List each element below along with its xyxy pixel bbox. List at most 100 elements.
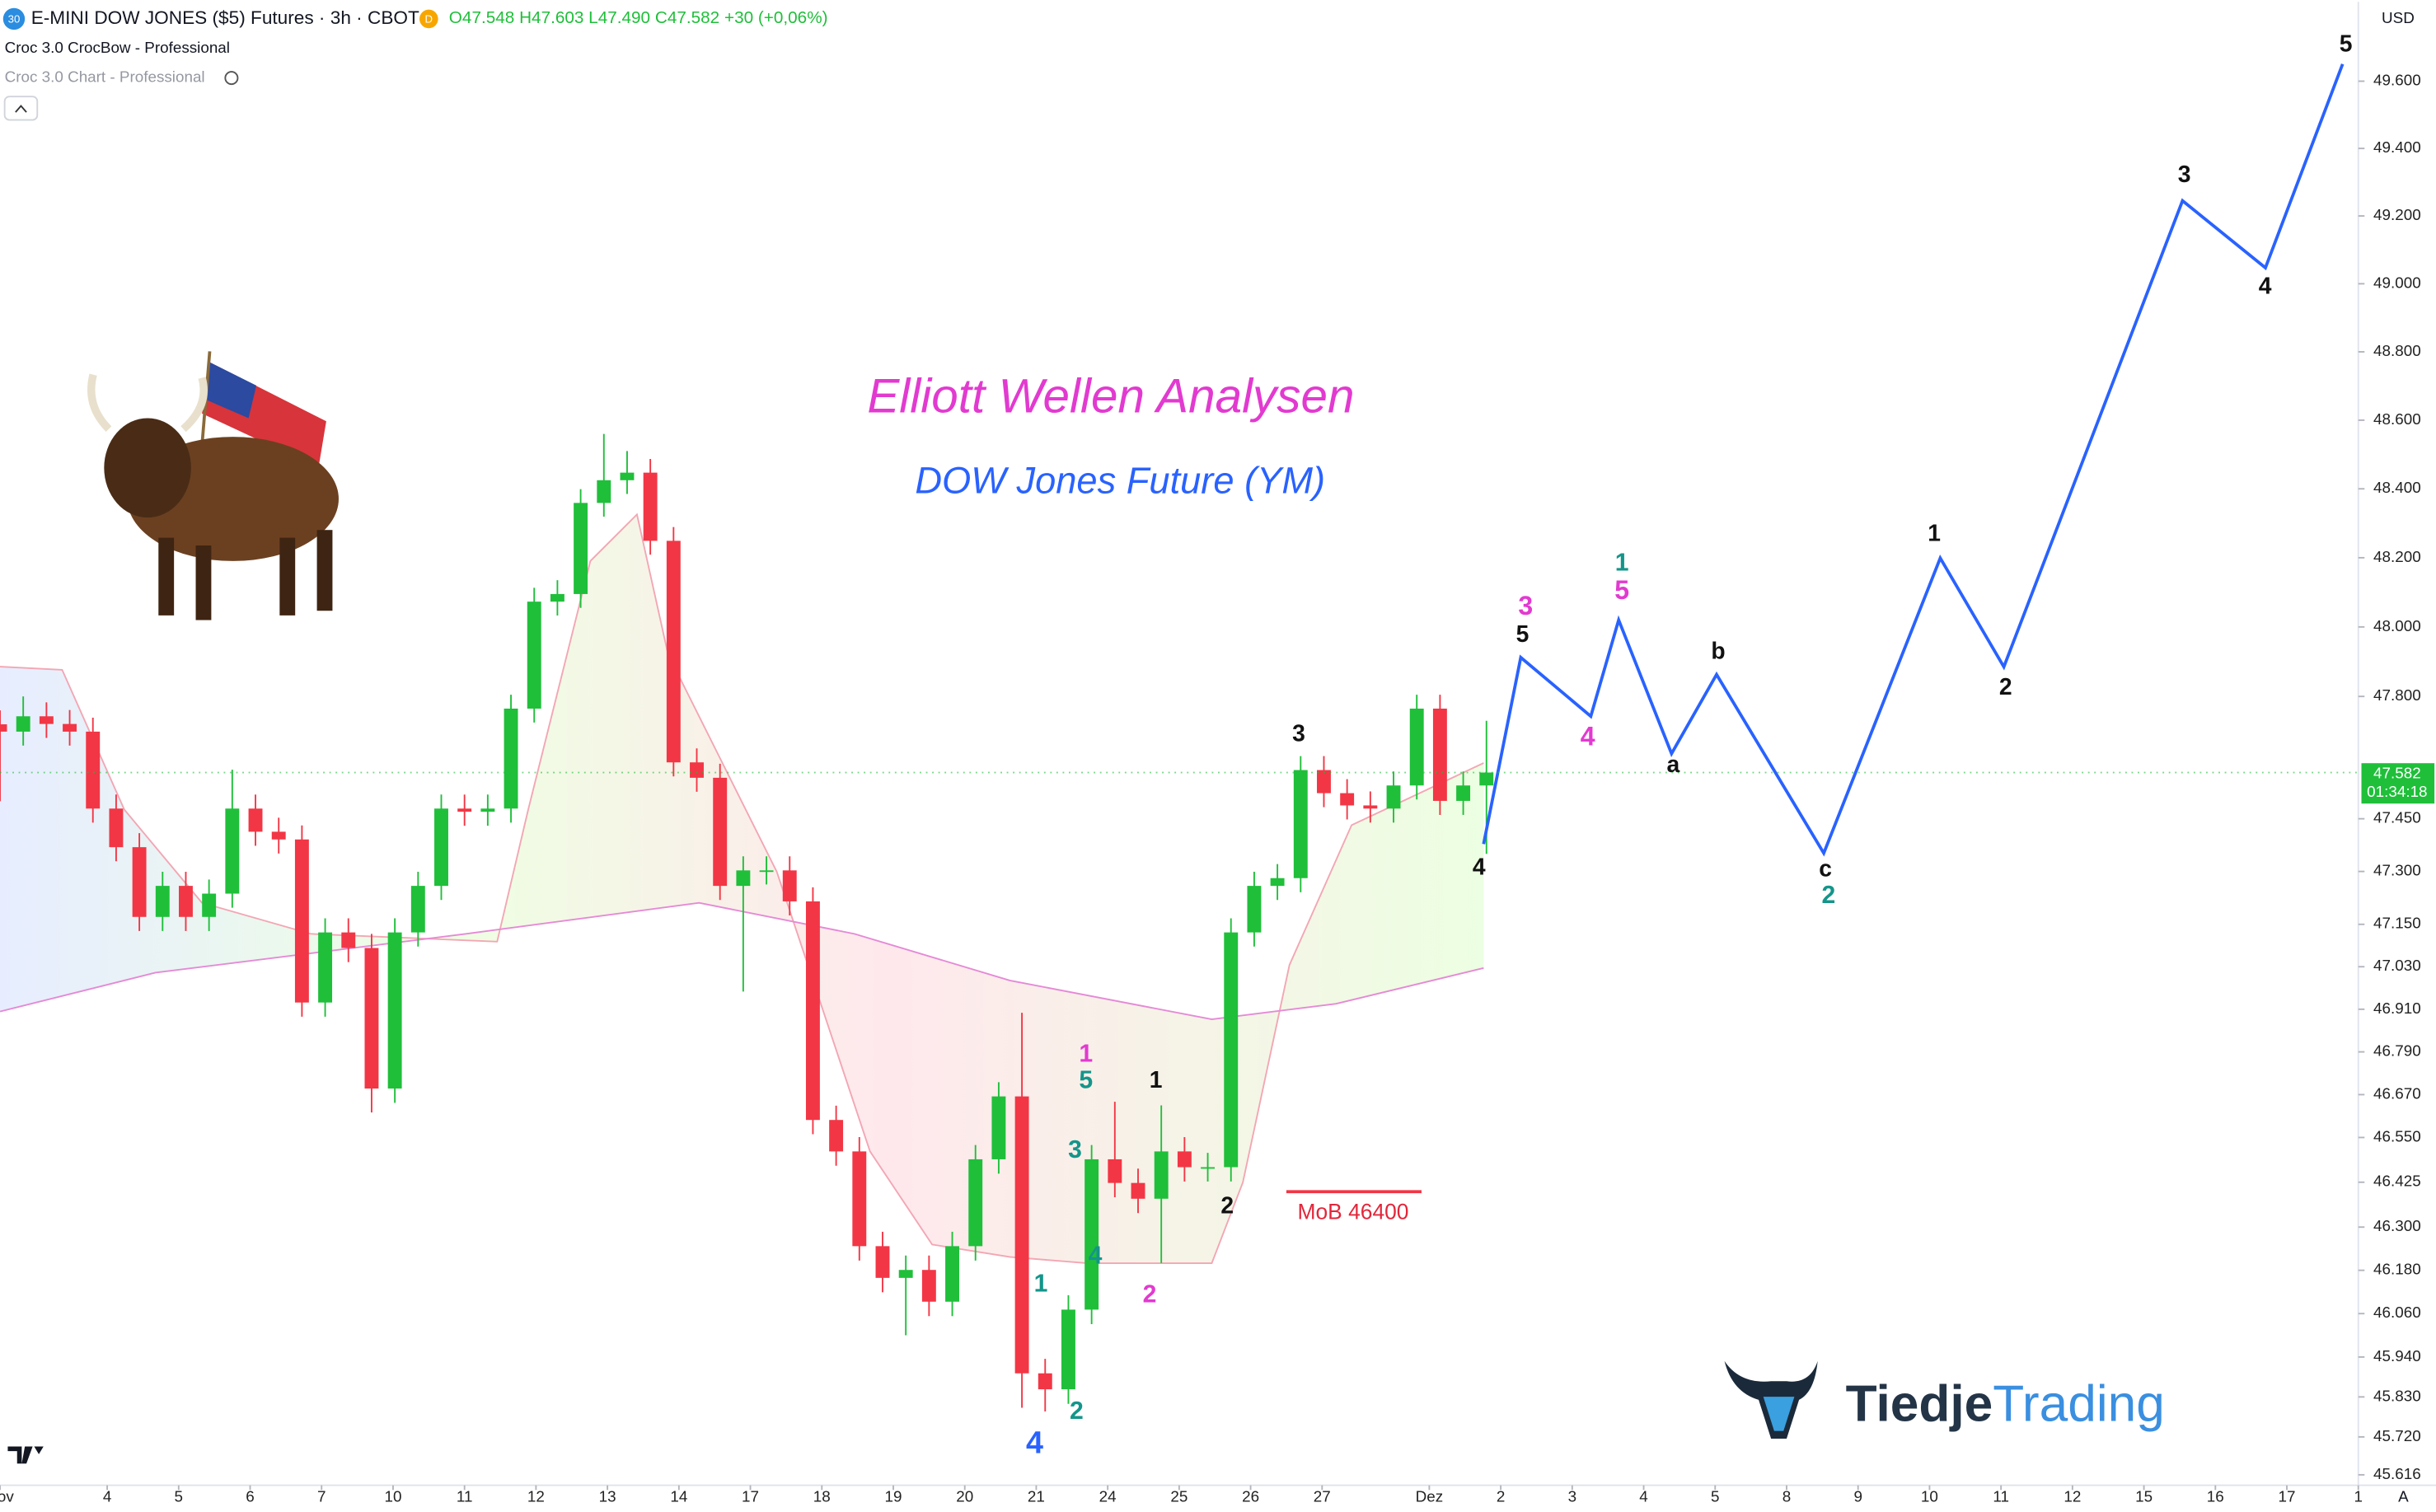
wave-label: a: [1666, 751, 1679, 777]
wave-label: 1: [1615, 550, 1629, 577]
symbol: E-MINI DOW JONES ($5) Futures · 3h · CBO…: [31, 7, 419, 28]
y-tick-label: 45.616: [2373, 1465, 2421, 1482]
x-tick-label: 17: [2279, 1488, 2296, 1505]
wave-label: 2: [1070, 1397, 1084, 1425]
x-tick-label: 11: [457, 1488, 473, 1505]
x-tick-label: 26: [1242, 1488, 1259, 1505]
ribbon: [0, 514, 1484, 1264]
y-tick-label: 48.000: [2373, 617, 2421, 634]
x-tick-label: 27: [1314, 1488, 1331, 1505]
x-tick-label: 15: [2135, 1488, 2153, 1505]
x-tick-label: 6: [246, 1488, 254, 1505]
candle-body: [0, 724, 7, 732]
candle-body: [1340, 793, 1355, 806]
bull-image: [87, 351, 339, 620]
y-tick-label: 45.940: [2373, 1347, 2421, 1365]
candle-body: [805, 901, 820, 1121]
x-tick-label: 5: [1711, 1488, 1719, 1505]
y-tick-label: 46.910: [2373, 999, 2421, 1017]
candle-body: [1317, 770, 1331, 793]
collapse-button[interactable]: [3, 96, 39, 121]
y-tick-label: 46.300: [2373, 1217, 2421, 1234]
x-tick-label: 21: [1028, 1488, 1045, 1505]
wave-label: 2: [1143, 1281, 1157, 1308]
wave-label: 4: [1473, 854, 1486, 880]
x-tick-label: 10: [384, 1488, 401, 1505]
x-tick-label: 14: [670, 1488, 687, 1505]
candle-body: [1409, 708, 1424, 786]
x-tick-label: Dez: [1416, 1488, 1444, 1505]
x-tick-label: 10: [1921, 1488, 1938, 1505]
x-tick-label: 16: [2207, 1488, 2224, 1505]
y-tick-label: 46.790: [2373, 1042, 2421, 1060]
currency[interactable]: USD: [2382, 9, 2415, 26]
mob-label: MoB 46400: [1298, 1200, 1409, 1224]
candle-body: [945, 1246, 959, 1302]
candle-body: [782, 870, 797, 901]
y-tick-label: 47.300: [2373, 862, 2421, 879]
y-tick-label: 47.450: [2373, 809, 2421, 826]
ohlc-open: O47.548: [449, 8, 515, 27]
candle-body: [341, 932, 356, 948]
candle-body: [713, 777, 728, 887]
candle-body: [1154, 1151, 1169, 1199]
candle-body: [457, 808, 472, 812]
ohlc-close: C47.582: [655, 8, 719, 27]
wave-label: 5: [1079, 1066, 1093, 1093]
indicator[interactable]: Croc 3.0 CrocBow - Professional: [5, 39, 230, 56]
candle-body: [1479, 772, 1494, 786]
change: +30 (+0,06%): [724, 8, 828, 27]
x-tick-label: 7: [317, 1488, 326, 1505]
tv-logo: [7, 1446, 44, 1464]
wave-label: 1: [1928, 519, 1941, 545]
candle-body: [666, 541, 681, 763]
candle-body: [1456, 785, 1471, 801]
wave-label: 5: [1614, 575, 1629, 605]
wave-label: 3: [2178, 161, 2191, 187]
candle-body: [1270, 878, 1285, 887]
x-tick-label: 19: [885, 1488, 902, 1505]
x-tick-label: 13: [599, 1488, 616, 1505]
candle-body: [179, 886, 193, 917]
indicator[interactable]: Croc 3.0 Chart - Professional: [5, 68, 205, 86]
candle-body: [410, 886, 425, 933]
candle-body: [736, 870, 751, 887]
y-tick-label: 46.670: [2373, 1084, 2421, 1102]
y-tick-label: 47.150: [2373, 915, 2421, 932]
candle-body: [39, 716, 54, 724]
candle-body: [550, 593, 564, 602]
candle-body: [1108, 1159, 1122, 1183]
wave-label: b: [1711, 638, 1725, 664]
chevron: [15, 105, 27, 113]
candle-body: [504, 708, 518, 809]
ribbon-edge: [0, 901, 1484, 1020]
wave-label: 3: [1518, 591, 1533, 620]
candle-body: [875, 1246, 890, 1278]
last-price-box: [2361, 763, 2435, 804]
candle-body: [364, 948, 379, 1089]
wave-label: 3: [1292, 720, 1305, 747]
candle-body: [898, 1270, 913, 1278]
projection-line: [1482, 63, 2345, 857]
eye-icon[interactable]: [224, 71, 239, 86]
y-tick-label: 49.600: [2373, 72, 2421, 89]
y-tick-label: 45.830: [2373, 1387, 2421, 1404]
candle-body: [480, 808, 495, 812]
x-tick-label: 24: [1099, 1488, 1117, 1505]
badge: [2, 7, 26, 30]
auto-button[interactable]: A: [2398, 1488, 2409, 1505]
x-tick-label: 12: [527, 1488, 545, 1505]
candle-body: [1014, 1096, 1029, 1374]
x-tick-label: 11: [1993, 1488, 2009, 1505]
candle-body: [1061, 1309, 1075, 1390]
wave-label: 4: [2259, 273, 2272, 299]
wave-label: 2: [1999, 673, 2012, 700]
x-tick-label: 1: [2354, 1488, 2362, 1505]
x-tick-label: 18: [813, 1488, 831, 1505]
chart-subtitle: DOW Jones Future (YM): [915, 460, 1325, 502]
candle-body: [1293, 770, 1308, 878]
chart-title: Elliott Wellen Analysen: [867, 369, 1354, 423]
